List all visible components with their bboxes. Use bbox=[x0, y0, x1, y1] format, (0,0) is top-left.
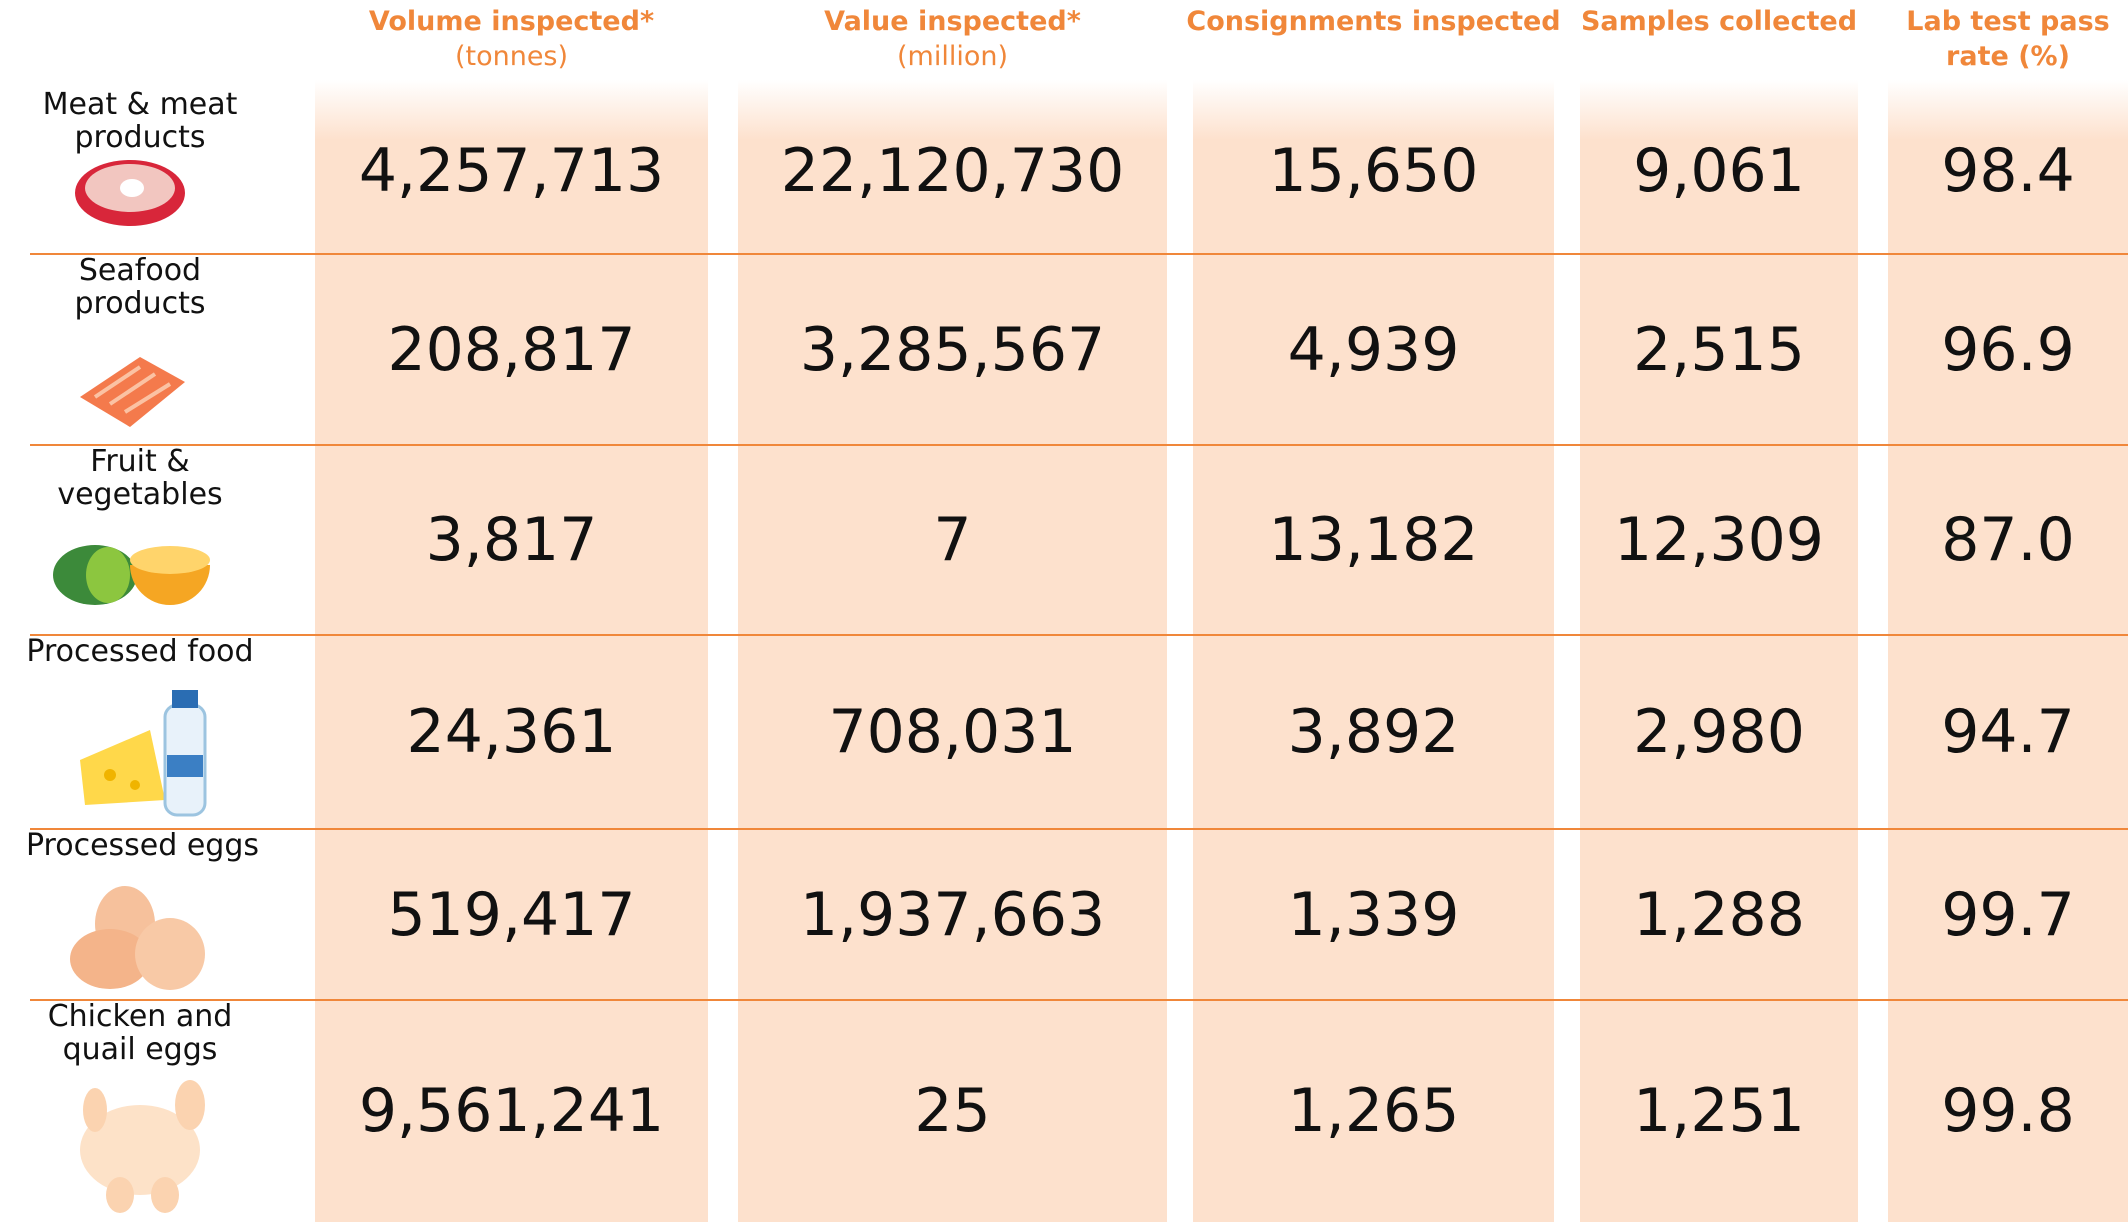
cell-value: 208,817 bbox=[315, 254, 708, 445]
cell-value: 3,817 bbox=[315, 445, 708, 635]
cell-value: 3,892 bbox=[1193, 635, 1554, 829]
row-label: Processed eggs bbox=[0, 829, 285, 862]
header-subtitle: (tonnes) bbox=[305, 39, 718, 74]
header-title: Samples collected bbox=[1570, 4, 1868, 39]
cell-value: 99.8 bbox=[1888, 1000, 2128, 1222]
cell-value: 7 bbox=[738, 445, 1167, 635]
page: Volume inspected*(tonnes)Value inspected… bbox=[0, 0, 2128, 1222]
cell-value: 96.9 bbox=[1888, 254, 2128, 445]
cell-value: 1,288 bbox=[1580, 829, 1858, 1000]
column-header: Volume inspected*(tonnes) bbox=[305, 4, 718, 84]
cell-value: 708,031 bbox=[738, 635, 1167, 829]
column-header: Samples collected bbox=[1570, 4, 1868, 84]
header-title: Value inspected* bbox=[728, 4, 1177, 39]
cell-value: 87.0 bbox=[1888, 445, 2128, 635]
food-icon bbox=[70, 690, 250, 834]
row-label: Chicken and quail eggs bbox=[20, 1000, 260, 1066]
cell-value: 1,251 bbox=[1580, 1000, 1858, 1222]
cell-value: 3,285,567 bbox=[738, 254, 1167, 445]
cell-value: 98.4 bbox=[1888, 88, 2128, 254]
column-header: Value inspected*(million) bbox=[728, 4, 1177, 84]
header-subtitle: (million) bbox=[728, 39, 1177, 74]
cell-value: 9,061 bbox=[1580, 88, 1858, 254]
column-header: Lab test pass rate (%) bbox=[1878, 4, 2128, 84]
icon-graphic bbox=[70, 690, 250, 830]
cell-value: 1,339 bbox=[1193, 829, 1554, 1000]
cell-value: 15,650 bbox=[1193, 88, 1554, 254]
icon-graphic bbox=[70, 1075, 250, 1215]
cell-value: 24,361 bbox=[315, 635, 708, 829]
cell-value: 1,265 bbox=[1193, 1000, 1554, 1222]
row-label: Processed food bbox=[20, 635, 260, 668]
row-label: Meat & meat products bbox=[20, 88, 260, 154]
cell-value: 99.7 bbox=[1888, 829, 2128, 1000]
cell-value: 1,937,663 bbox=[738, 829, 1167, 1000]
header-title: Consignments inspected bbox=[1183, 4, 1564, 39]
row-label: Seafood products bbox=[20, 254, 260, 320]
row-label: Fruit & vegetables bbox=[20, 445, 260, 511]
cell-value: 4,939 bbox=[1193, 254, 1554, 445]
cell-value: 13,182 bbox=[1193, 445, 1554, 635]
cell-value: 25 bbox=[738, 1000, 1167, 1222]
cell-value: 12,309 bbox=[1580, 445, 1858, 635]
column-header: Consignments inspected bbox=[1183, 4, 1564, 84]
cell-value: 2,515 bbox=[1580, 254, 1858, 445]
cell-value: 519,417 bbox=[315, 829, 708, 1000]
header-title: Lab test pass rate (%) bbox=[1878, 4, 2128, 74]
cell-value: 2,980 bbox=[1580, 635, 1858, 829]
header-title: Volume inspected* bbox=[305, 4, 718, 39]
cell-value: 4,257,713 bbox=[315, 88, 708, 254]
cell-value: 94.7 bbox=[1888, 635, 2128, 829]
cell-value: 9,561,241 bbox=[315, 1000, 708, 1222]
cell-value: 22,120,730 bbox=[738, 88, 1167, 254]
food-icon bbox=[70, 1075, 250, 1219]
